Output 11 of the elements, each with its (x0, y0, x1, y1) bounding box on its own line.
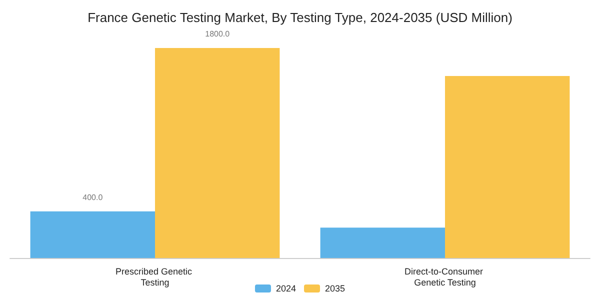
bar (445, 76, 570, 258)
bar (320, 228, 445, 258)
x-tick-label: Direct-to-Consumer Genetic Testing (404, 266, 486, 288)
data-label: 1800.0 (205, 30, 230, 38)
legend-label: 2035 (325, 284, 346, 294)
x-tick-label: Prescribed Genetic Testing (115, 266, 195, 288)
legend-label: 2024 (276, 284, 296, 294)
bar (30, 211, 155, 258)
chart-title: France Genetic Testing Market, By Testing Type, 2024-2035 (USD Million) (88, 10, 512, 25)
bar (155, 48, 280, 258)
data-label: 400.0 (82, 192, 104, 202)
